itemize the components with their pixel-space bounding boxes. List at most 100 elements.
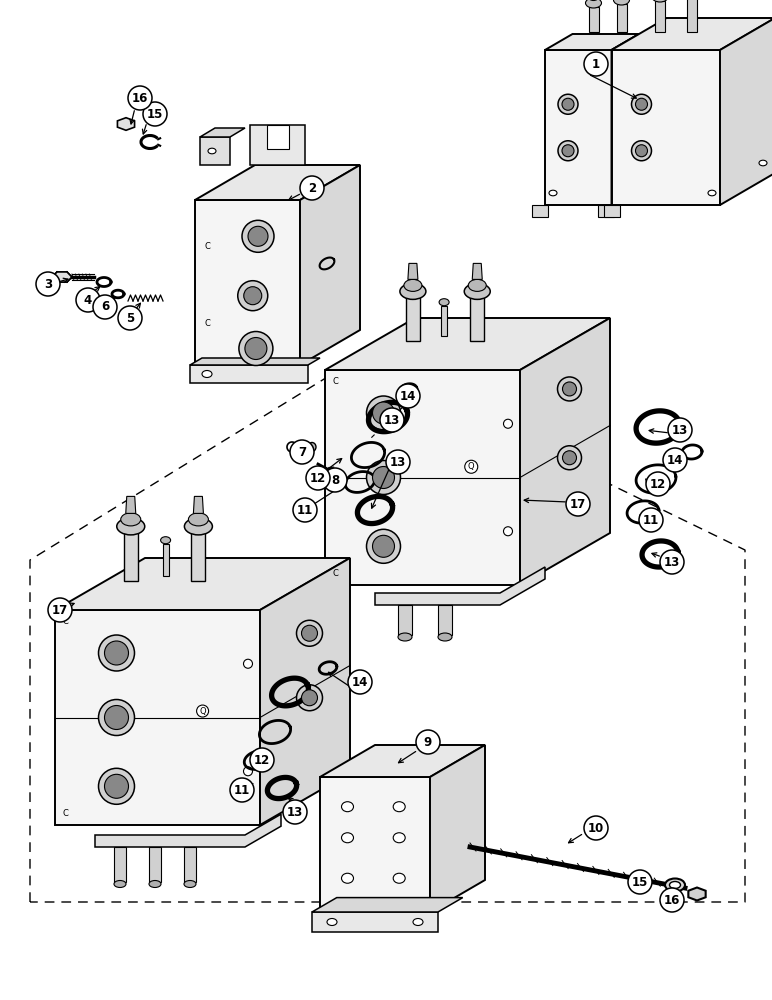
- Polygon shape: [611, 18, 772, 50]
- Ellipse shape: [242, 220, 274, 252]
- Text: 1: 1: [592, 57, 600, 70]
- Text: 9: 9: [424, 736, 432, 748]
- Polygon shape: [250, 125, 305, 165]
- Ellipse shape: [652, 0, 668, 2]
- Polygon shape: [117, 118, 134, 130]
- Polygon shape: [441, 306, 447, 336]
- Polygon shape: [126, 496, 136, 513]
- Text: 17: 17: [570, 497, 586, 510]
- Text: C: C: [332, 377, 338, 386]
- Ellipse shape: [373, 466, 394, 488]
- Ellipse shape: [759, 160, 767, 166]
- Polygon shape: [689, 888, 706, 900]
- Ellipse shape: [563, 451, 577, 465]
- Ellipse shape: [341, 802, 354, 812]
- Ellipse shape: [244, 287, 262, 305]
- Text: Q: Q: [199, 707, 206, 716]
- Polygon shape: [190, 358, 320, 365]
- Polygon shape: [611, 50, 720, 205]
- Ellipse shape: [296, 685, 323, 711]
- Text: 13: 13: [672, 424, 688, 436]
- Polygon shape: [124, 531, 137, 581]
- Text: 11: 11: [297, 504, 313, 516]
- Ellipse shape: [243, 659, 252, 668]
- Ellipse shape: [184, 880, 196, 888]
- Text: 12: 12: [254, 754, 270, 766]
- Circle shape: [628, 870, 652, 894]
- Text: 17: 17: [52, 603, 68, 616]
- Text: 2: 2: [308, 182, 316, 194]
- Text: C: C: [62, 808, 68, 818]
- Polygon shape: [52, 272, 72, 282]
- Polygon shape: [114, 847, 126, 882]
- Circle shape: [663, 448, 687, 472]
- Ellipse shape: [104, 706, 128, 730]
- Polygon shape: [720, 18, 772, 205]
- Text: 16: 16: [664, 894, 680, 906]
- Circle shape: [668, 418, 692, 442]
- Polygon shape: [438, 605, 452, 635]
- Circle shape: [660, 550, 684, 574]
- Polygon shape: [325, 370, 520, 585]
- Ellipse shape: [302, 625, 317, 641]
- Ellipse shape: [248, 226, 268, 246]
- Ellipse shape: [104, 641, 128, 665]
- Ellipse shape: [469, 279, 486, 291]
- Ellipse shape: [669, 882, 680, 888]
- Ellipse shape: [393, 833, 405, 843]
- Circle shape: [293, 498, 317, 522]
- Ellipse shape: [393, 873, 405, 883]
- Circle shape: [416, 730, 440, 754]
- Ellipse shape: [149, 880, 161, 888]
- Text: 15: 15: [631, 876, 648, 888]
- Text: C: C: [62, 617, 68, 626]
- Polygon shape: [611, 34, 639, 205]
- Polygon shape: [617, 4, 627, 32]
- Ellipse shape: [367, 396, 401, 430]
- Ellipse shape: [631, 141, 652, 161]
- Polygon shape: [408, 263, 418, 279]
- Ellipse shape: [549, 190, 557, 196]
- Polygon shape: [266, 125, 289, 149]
- Polygon shape: [398, 605, 412, 635]
- Polygon shape: [200, 128, 245, 137]
- Circle shape: [348, 670, 372, 694]
- Polygon shape: [470, 296, 484, 341]
- Ellipse shape: [99, 768, 134, 804]
- Ellipse shape: [393, 802, 405, 812]
- Ellipse shape: [238, 281, 268, 311]
- Ellipse shape: [161, 537, 171, 544]
- Polygon shape: [200, 137, 230, 165]
- Ellipse shape: [413, 918, 423, 926]
- Polygon shape: [325, 318, 610, 370]
- Circle shape: [128, 86, 152, 110]
- Polygon shape: [163, 544, 168, 576]
- Circle shape: [323, 468, 347, 492]
- Ellipse shape: [562, 98, 574, 110]
- Polygon shape: [190, 365, 308, 383]
- Ellipse shape: [563, 382, 577, 396]
- Ellipse shape: [373, 535, 394, 557]
- Circle shape: [230, 778, 254, 802]
- Polygon shape: [320, 745, 485, 777]
- Ellipse shape: [439, 299, 449, 306]
- Circle shape: [283, 800, 307, 824]
- Circle shape: [306, 466, 330, 490]
- Text: 4: 4: [84, 294, 92, 306]
- Ellipse shape: [557, 377, 581, 401]
- Circle shape: [639, 508, 663, 532]
- Circle shape: [646, 472, 670, 496]
- Ellipse shape: [635, 98, 648, 110]
- Ellipse shape: [367, 460, 401, 494]
- Ellipse shape: [327, 918, 337, 926]
- Polygon shape: [296, 444, 310, 450]
- Polygon shape: [260, 558, 350, 825]
- Polygon shape: [520, 318, 610, 585]
- Polygon shape: [300, 165, 360, 365]
- Circle shape: [380, 408, 404, 432]
- Circle shape: [566, 492, 590, 516]
- Text: 6: 6: [101, 300, 109, 314]
- Ellipse shape: [562, 145, 574, 157]
- Ellipse shape: [114, 880, 126, 888]
- Ellipse shape: [330, 470, 338, 476]
